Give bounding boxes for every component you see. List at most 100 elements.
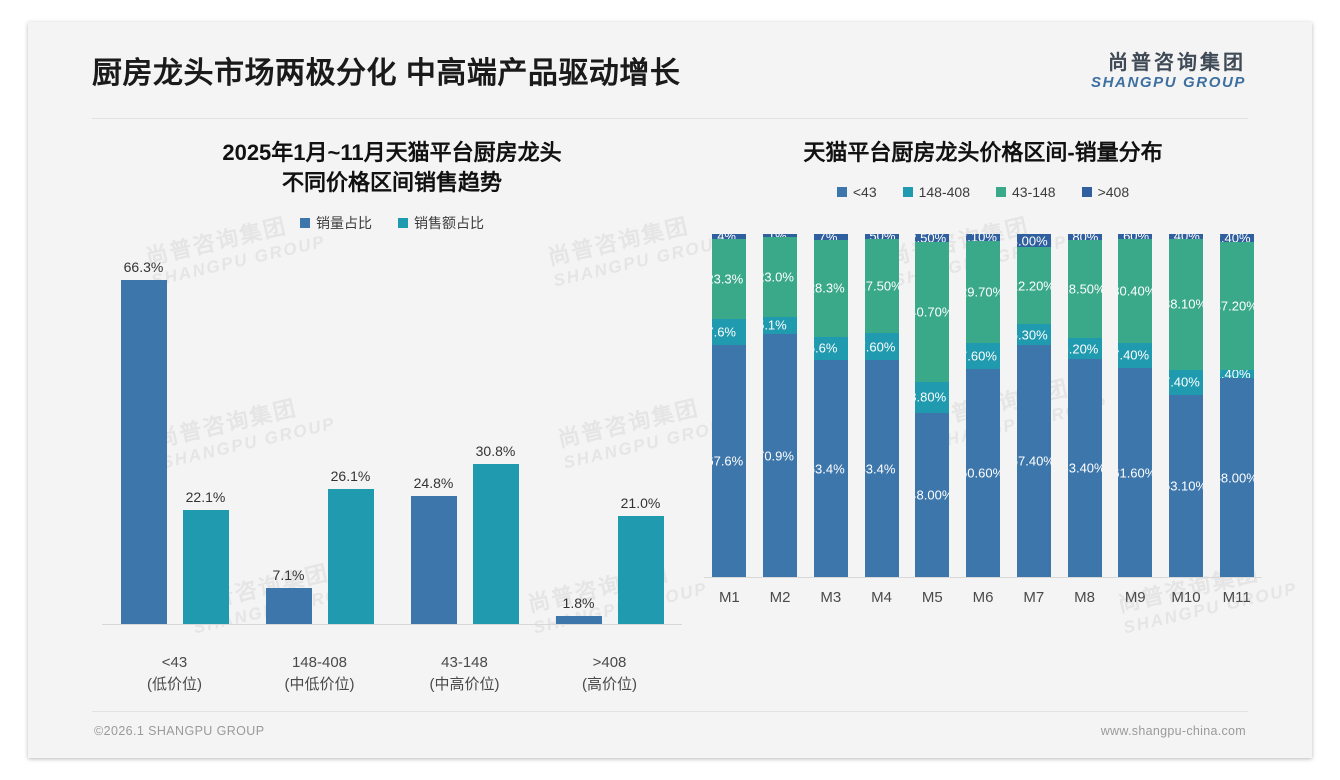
bar-rect[interactable]	[410, 495, 457, 626]
stacked-bar-segment[interactable]: 67.6%	[712, 344, 747, 578]
segment-value-label: 2.40%	[1220, 369, 1251, 379]
stacked-bar-segment[interactable]: 28.3%	[813, 239, 848, 337]
bar-rect[interactable]	[472, 464, 519, 626]
segment-value-label: 63.4%	[865, 461, 896, 477]
stacked-bar-segment[interactable]: 1.40%	[1168, 233, 1203, 239]
left-chart-title: 2025年1月~11月天猫平台厨房龙头 不同价格区间销售趋势	[92, 138, 692, 197]
stacked-bar[interactable]: 2.40% 37.20% 2.40% 58.00%	[1219, 233, 1254, 578]
bar-rect[interactable]	[555, 615, 602, 626]
legend-item-2[interactable]: 148-408	[902, 184, 970, 200]
stacked-bar-column[interactable]: 1.40% 38.10% 7.40% 53.10%	[1161, 233, 1212, 578]
stacked-bar-column[interactable]: 1.50% 27.50% 7.60% 63.4%	[856, 233, 907, 578]
stacked-bar-segment[interactable]: 1.4%	[712, 233, 747, 239]
stacked-bar-segment[interactable]: 2.50%	[915, 233, 950, 243]
stacked-bar-segment[interactable]: 63.40%	[1067, 359, 1102, 578]
stacked-bar-segment[interactable]: 1.60%	[1118, 233, 1153, 240]
stacked-bar-column[interactable]: 2.40% 37.20% 2.40% 58.00%	[1211, 233, 1262, 578]
bar-column[interactable]: 24.8%	[410, 259, 457, 626]
category-name: 43-148	[441, 653, 488, 671]
bar-rect[interactable]	[265, 588, 312, 626]
stacked-bar-segment[interactable]: 6.20%	[1067, 337, 1102, 360]
stacked-bar-segment[interactable]: 7.60%	[966, 343, 1001, 370]
stacked-bar[interactable]: 1.40% 38.10% 7.40% 53.10%	[1168, 233, 1203, 578]
bar-rect[interactable]	[182, 509, 229, 626]
stacked-bar-segment[interactable]: 6.30%	[1016, 323, 1051, 346]
stacked-bar-column[interactable]: 1.80% 28.50% 6.20% 63.40%	[1059, 233, 1110, 578]
bar-rect[interactable]	[327, 488, 374, 626]
stacked-bar[interactable]: 2.10% 29.70% 7.60% 60.60%	[966, 233, 1001, 578]
stacked-bar-segment[interactable]: 40.70%	[915, 242, 950, 383]
legend-item-3[interactable]: 43-148	[996, 184, 1056, 200]
stacked-bar-segment[interactable]: 4.00%	[1016, 233, 1051, 248]
stacked-bar-segment[interactable]: 1.7%	[813, 233, 848, 240]
stacked-bar-segment[interactable]: 67.40%	[1016, 345, 1051, 578]
stacked-bar-segment[interactable]: 60.60%	[966, 369, 1001, 578]
stacked-bar-segment[interactable]: 29.70%	[966, 240, 1001, 344]
stacked-bar-segment[interactable]: 8.80%	[915, 382, 950, 413]
stacked-bar-segment[interactable]: 2.10%	[966, 233, 1001, 241]
segment-value-label: 1.7%	[814, 234, 838, 240]
segment-value-label: 6.6%	[814, 340, 838, 356]
stacked-bar-segment[interactable]: 38.10%	[1168, 238, 1203, 370]
stacked-bar[interactable]: 1.60% 30.40% 7.40% 61.60%	[1118, 233, 1153, 578]
stacked-bar-segment[interactable]: 2.40%	[1219, 369, 1254, 379]
stacked-bar-segment[interactable]: 22.20%	[1016, 247, 1051, 324]
bar-column[interactable]: 26.1%	[327, 259, 374, 626]
bar-rect[interactable]	[120, 280, 167, 626]
stacked-bar-segment[interactable]: 7.40%	[1118, 342, 1153, 368]
legend-item-4[interactable]: >408	[1081, 184, 1129, 200]
stacked-bar-segment[interactable]: 63.4%	[813, 359, 848, 578]
stacked-bar-column[interactable]: 1.60% 30.40% 7.40% 61.60%	[1110, 233, 1161, 578]
bar-column[interactable]: 7.1%	[265, 259, 312, 626]
stacked-bar-plot-area: 1.4% 23.3% 7.6% 67.6% 1.1% 23.0% 5.1% 70.9% 1.7%…	[704, 233, 1262, 578]
stacked-bar-segment[interactable]: 7.6%	[712, 318, 747, 345]
stacked-bar-column[interactable]: 2.50% 40.70% 8.80% 48.00%	[907, 233, 958, 578]
legend-swatch-icon	[836, 186, 847, 197]
stacked-bar-segment[interactable]: 63.4%	[864, 359, 899, 578]
stacked-bar-segment[interactable]: 1.80%	[1067, 233, 1102, 240]
stacked-bar-segment[interactable]: 23.0%	[763, 237, 798, 317]
legend-item-2[interactable]: 销售额占比	[398, 213, 484, 233]
stacked-bar-column[interactable]: 1.4% 23.3% 7.6% 67.6%	[704, 233, 755, 578]
stacked-bar-segment[interactable]: 48.00%	[915, 412, 950, 578]
stacked-bar-segment[interactable]: 1.1%	[763, 233, 798, 238]
stacked-bar-column[interactable]: 1.1% 23.0% 5.1% 70.9%	[755, 233, 806, 578]
stacked-bar-segment[interactable]: 37.20%	[1219, 241, 1254, 370]
stacked-bar[interactable]: 2.50% 40.70% 8.80% 48.00%	[915, 233, 950, 578]
bar-rect[interactable]	[617, 515, 664, 626]
stacked-bar-column[interactable]: 2.10% 29.70% 7.60% 60.60%	[958, 233, 1009, 578]
stacked-bar-segment[interactable]: 30.40%	[1118, 239, 1153, 343]
stacked-bar[interactable]: 1.7% 28.3% 6.6% 63.4%	[813, 233, 848, 578]
stacked-bar-segment[interactable]: 23.3%	[712, 238, 747, 319]
stacked-bar-segment[interactable]: 2.40%	[1219, 233, 1254, 242]
legend-item-1[interactable]: <43	[836, 184, 877, 200]
stacked-bar-segment[interactable]: 6.6%	[813, 336, 848, 360]
stacked-bar-column[interactable]: 4.00% 22.20% 6.30% 67.40%	[1008, 233, 1059, 578]
stacked-bar-segment[interactable]: 28.50%	[1067, 239, 1102, 338]
stacked-bar-column[interactable]: 1.7% 28.3% 6.6% 63.4%	[805, 233, 856, 578]
stacked-bar-segment[interactable]: 1.50%	[864, 233, 899, 239]
stacked-bar-segment[interactable]: 61.60%	[1118, 367, 1153, 578]
stacked-bar-segment[interactable]: 5.1%	[763, 316, 798, 335]
bar-column[interactable]: 22.1%	[182, 259, 229, 626]
stacked-bar[interactable]: 1.1% 23.0% 5.1% 70.9%	[763, 233, 798, 578]
bar-column[interactable]: 21.0%	[617, 259, 664, 626]
legend-item-1[interactable]: 销量占比	[300, 213, 372, 233]
stacked-bar[interactable]: 1.80% 28.50% 6.20% 63.40%	[1067, 233, 1102, 578]
footer-copyright: ©2026.1 SHANGPU GROUP	[94, 724, 265, 738]
stacked-bar-segment[interactable]: 7.60%	[864, 333, 899, 360]
stacked-bar-segment[interactable]: 53.10%	[1168, 395, 1203, 578]
stacked-bar-segment[interactable]: 7.40%	[1168, 369, 1203, 396]
bar-column[interactable]: 30.8%	[472, 259, 519, 626]
stacked-bar-segment[interactable]: 27.50%	[864, 238, 899, 334]
stacked-bar[interactable]: 1.4% 23.3% 7.6% 67.6%	[712, 233, 747, 578]
stacked-bar[interactable]: 4.00% 22.20% 6.30% 67.40%	[1016, 233, 1051, 578]
bar-column[interactable]: 1.8%	[555, 259, 602, 626]
stacked-bar[interactable]: 1.50% 27.50% 7.60% 63.4%	[864, 233, 899, 578]
stacked-bar-segment[interactable]: 58.00%	[1219, 378, 1254, 578]
bar-column[interactable]: 66.3%	[120, 259, 167, 626]
category-tick-label: 43-148 (中高价位)	[392, 652, 537, 696]
stacked-bar-segment[interactable]: 70.9%	[763, 334, 798, 578]
month-tick-label: M2	[769, 588, 791, 606]
right-chart-axis-line	[704, 576, 1262, 578]
